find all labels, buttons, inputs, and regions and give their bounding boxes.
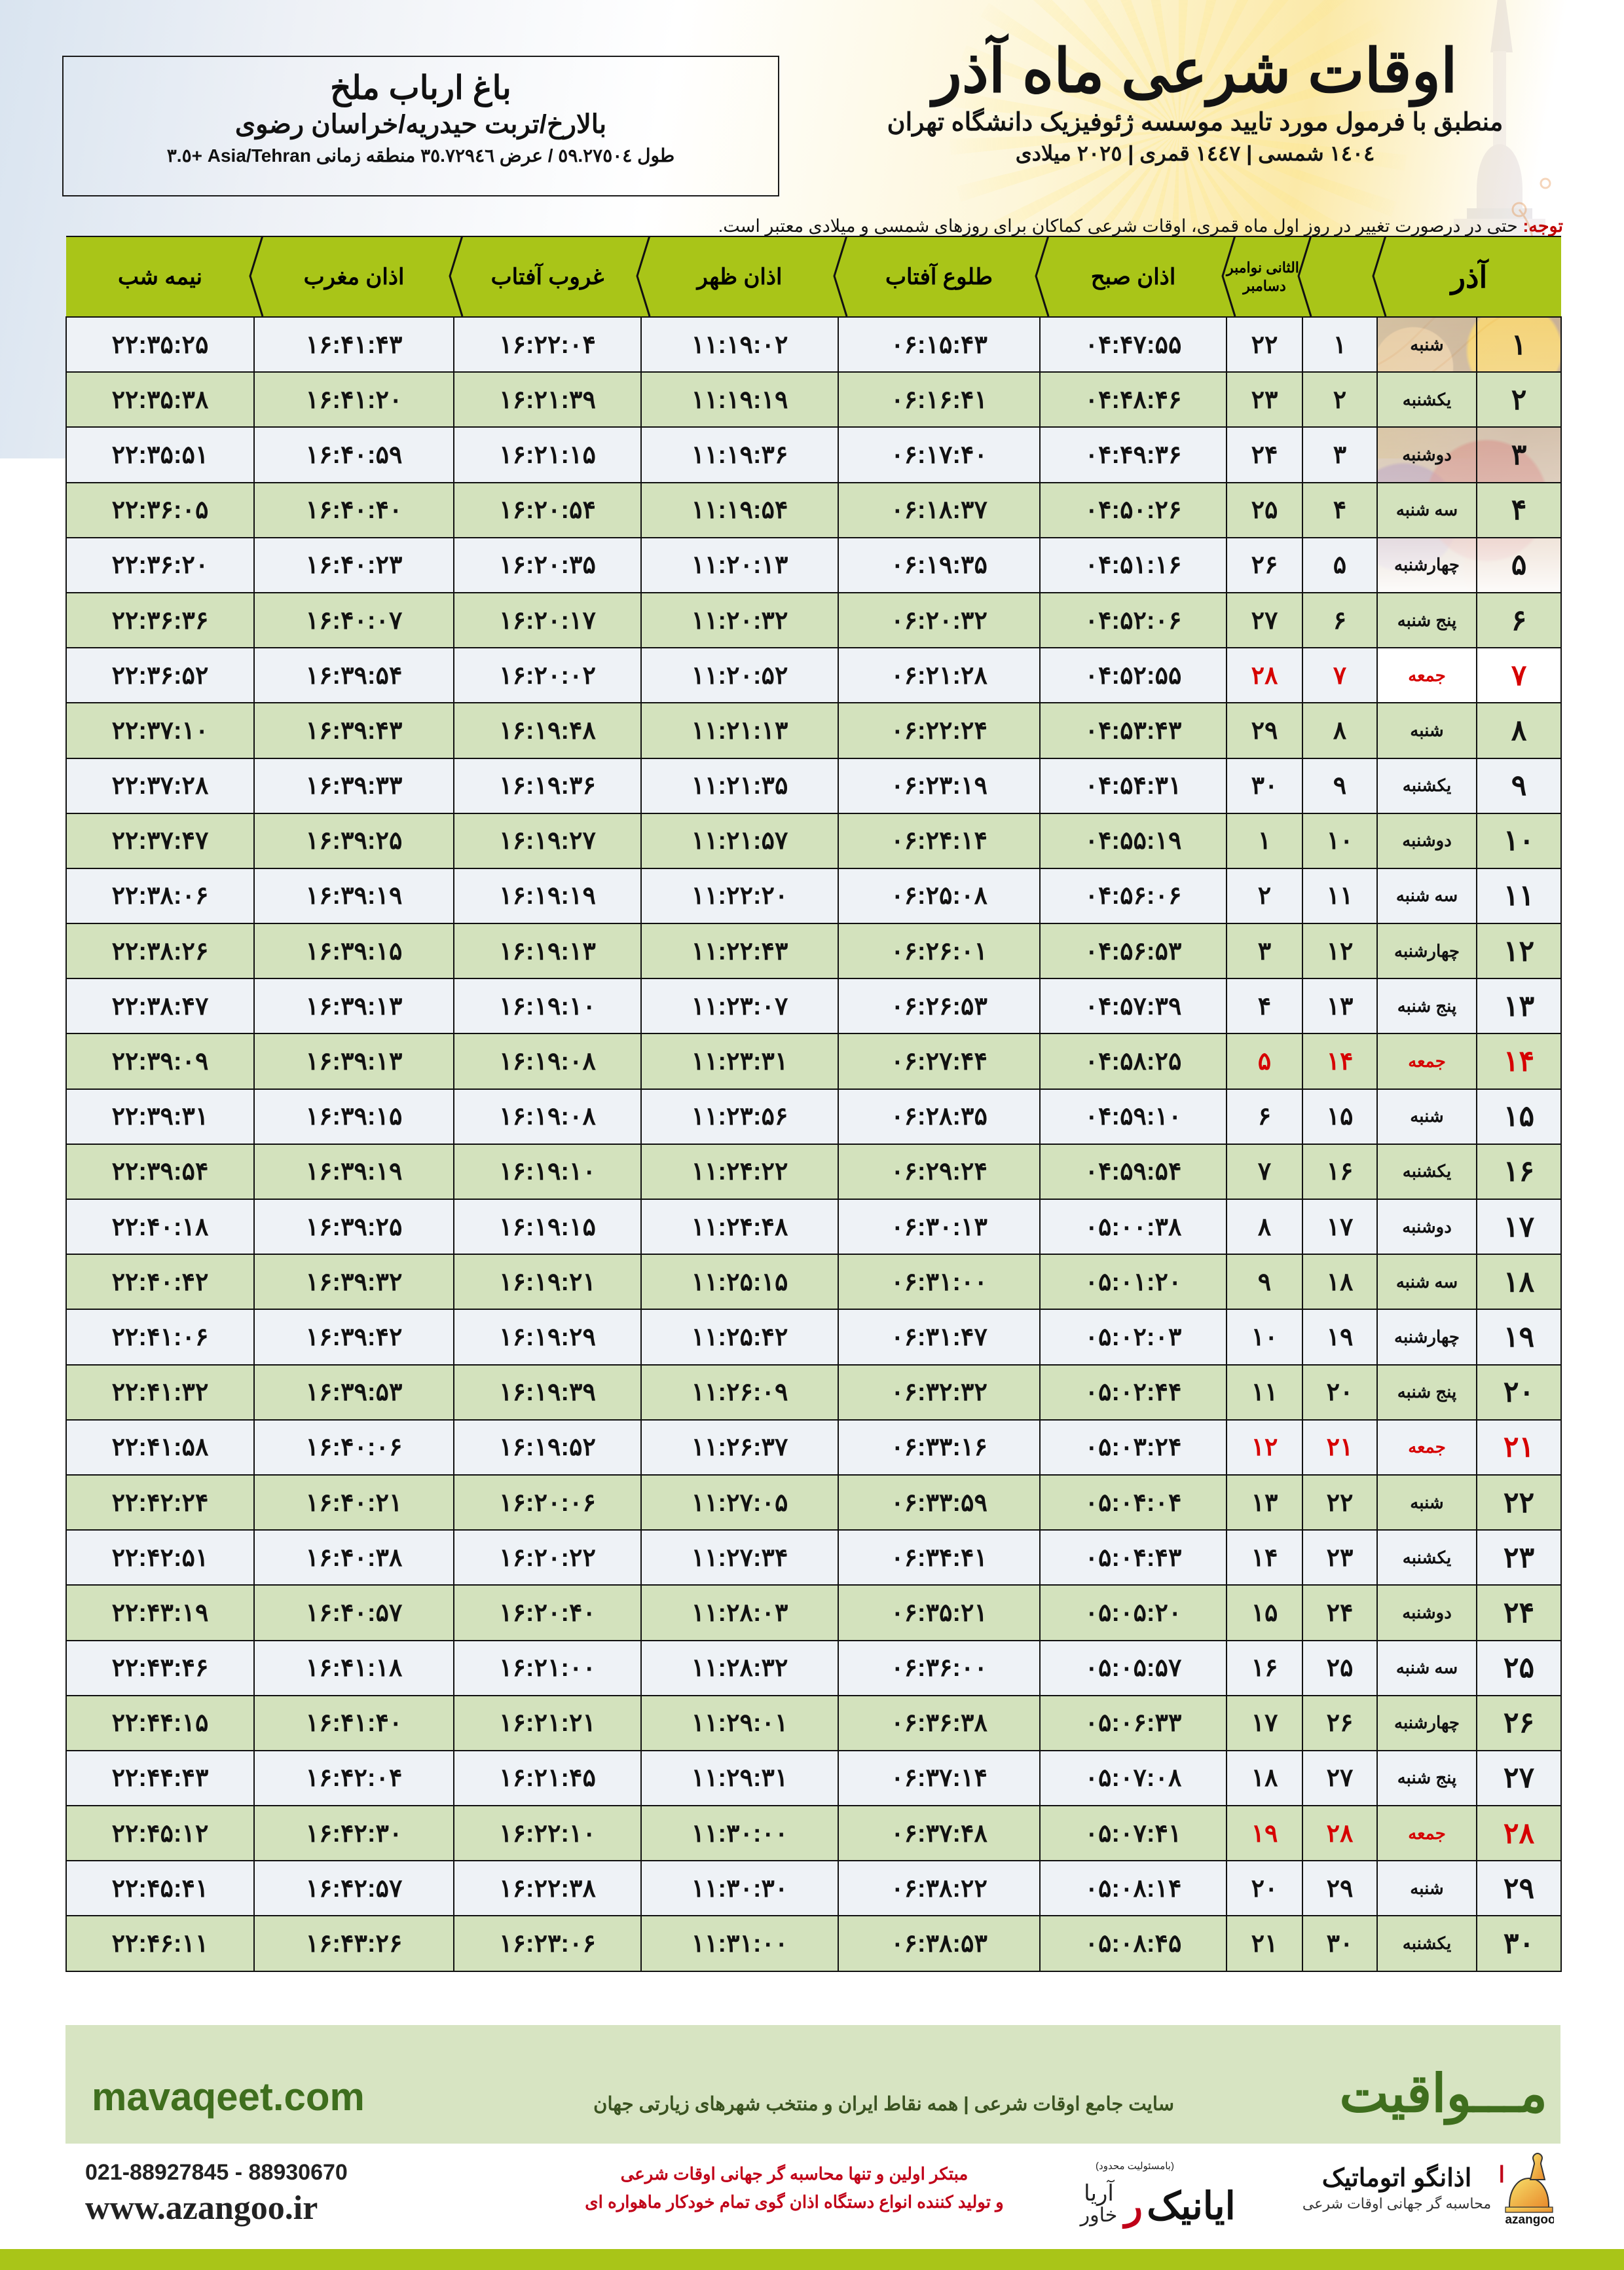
svg-text:محاسبه گر جهانی اوقات شرعی: محاسبه گر جهانی اوقات شرعی <box>1302 2195 1491 2212</box>
svg-text:azangoo: azangoo <box>1505 2213 1554 2227</box>
svg-text:خاور: خاور <box>1079 2205 1118 2227</box>
svg-text:(بامسئولیت محدود): (بامسئولیت محدود) <box>1096 2161 1174 2172</box>
svg-text:ا: ا <box>1499 2163 1505 2187</box>
svg-text:ر: ر <box>1122 2185 1143 2229</box>
svg-text:آریا: آریا <box>1084 2180 1115 2206</box>
svg-text:اذانگو اتوماتیک: اذانگو اتوماتیک <box>1322 2163 1472 2193</box>
